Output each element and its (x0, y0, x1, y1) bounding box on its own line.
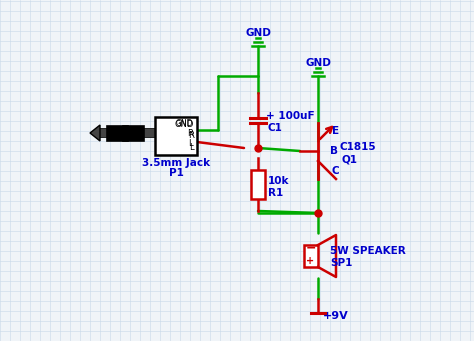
Text: P1: P1 (169, 168, 183, 178)
Text: +9V: +9V (323, 311, 349, 321)
Bar (304, 245, 318, 267)
Text: Q1: Q1 (342, 154, 358, 164)
Text: C: C (332, 166, 340, 176)
Text: 3.5mm Jack: 3.5mm Jack (142, 158, 210, 168)
Text: −: − (306, 242, 317, 255)
Text: C1815: C1815 (340, 142, 377, 152)
Text: + 100uF: + 100uF (266, 111, 315, 121)
Bar (155, 117, 197, 155)
Text: E: E (332, 126, 339, 136)
Text: GND: GND (245, 28, 271, 38)
Bar (251, 170, 265, 199)
Text: B: B (330, 146, 338, 156)
Polygon shape (90, 125, 100, 141)
Text: SP1: SP1 (330, 258, 352, 268)
Text: C1: C1 (268, 123, 283, 133)
Text: GND: GND (305, 58, 331, 68)
Text: GND: GND (175, 119, 193, 128)
Text: R: R (187, 129, 193, 137)
Text: 5W SPEAKER: 5W SPEAKER (330, 246, 406, 256)
Text: +: + (306, 256, 314, 266)
Text: R: R (188, 132, 194, 140)
Text: 10k: 10k (268, 176, 290, 186)
Text: R1: R1 (268, 188, 283, 198)
Text: GND: GND (174, 120, 194, 129)
Text: L: L (190, 143, 194, 152)
Text: L: L (188, 138, 193, 148)
